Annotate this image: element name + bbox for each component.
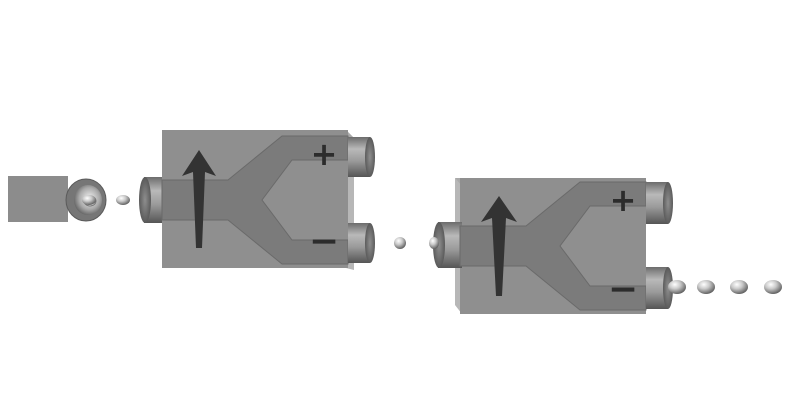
- particle: [394, 237, 406, 249]
- particle: [82, 195, 96, 205]
- particle: [429, 237, 439, 249]
- particle: [764, 280, 782, 294]
- upper-port-label: +: [610, 181, 637, 219]
- lower-port-label: −: [608, 269, 638, 310]
- particle: [116, 195, 130, 205]
- particle: [668, 280, 686, 294]
- output-tube-upper-1: [348, 137, 370, 177]
- splitter-device-1: + −: [139, 130, 375, 270]
- input-tube-cap-1: [139, 177, 151, 223]
- output-tube-upper-cap-1: [365, 137, 375, 177]
- particle-source: [8, 176, 107, 222]
- particle: [697, 280, 715, 294]
- output-tube-upper-2: [646, 182, 668, 224]
- output-tube-lower-cap-1: [365, 223, 375, 263]
- output-tube-lower-1: [348, 223, 370, 263]
- source-box-front: [8, 176, 68, 222]
- spin-up-arrow-icon: [481, 196, 517, 296]
- splitter-channel-1: [161, 135, 349, 265]
- output-tube-lower-cap-2: [663, 267, 673, 309]
- output-tube-lower-2: [646, 267, 668, 309]
- particle: [730, 280, 748, 294]
- spin-up-arrow-icon: [182, 150, 216, 248]
- splitter-device-2: + −: [433, 178, 673, 314]
- splitter-channel-2: [459, 181, 647, 311]
- output-tube-upper-cap-2: [663, 182, 673, 224]
- particle-beam: [82, 195, 782, 294]
- lower-port-label: −: [309, 221, 339, 262]
- upper-port-label: +: [311, 135, 338, 173]
- input-tube-cap-2: [433, 222, 445, 268]
